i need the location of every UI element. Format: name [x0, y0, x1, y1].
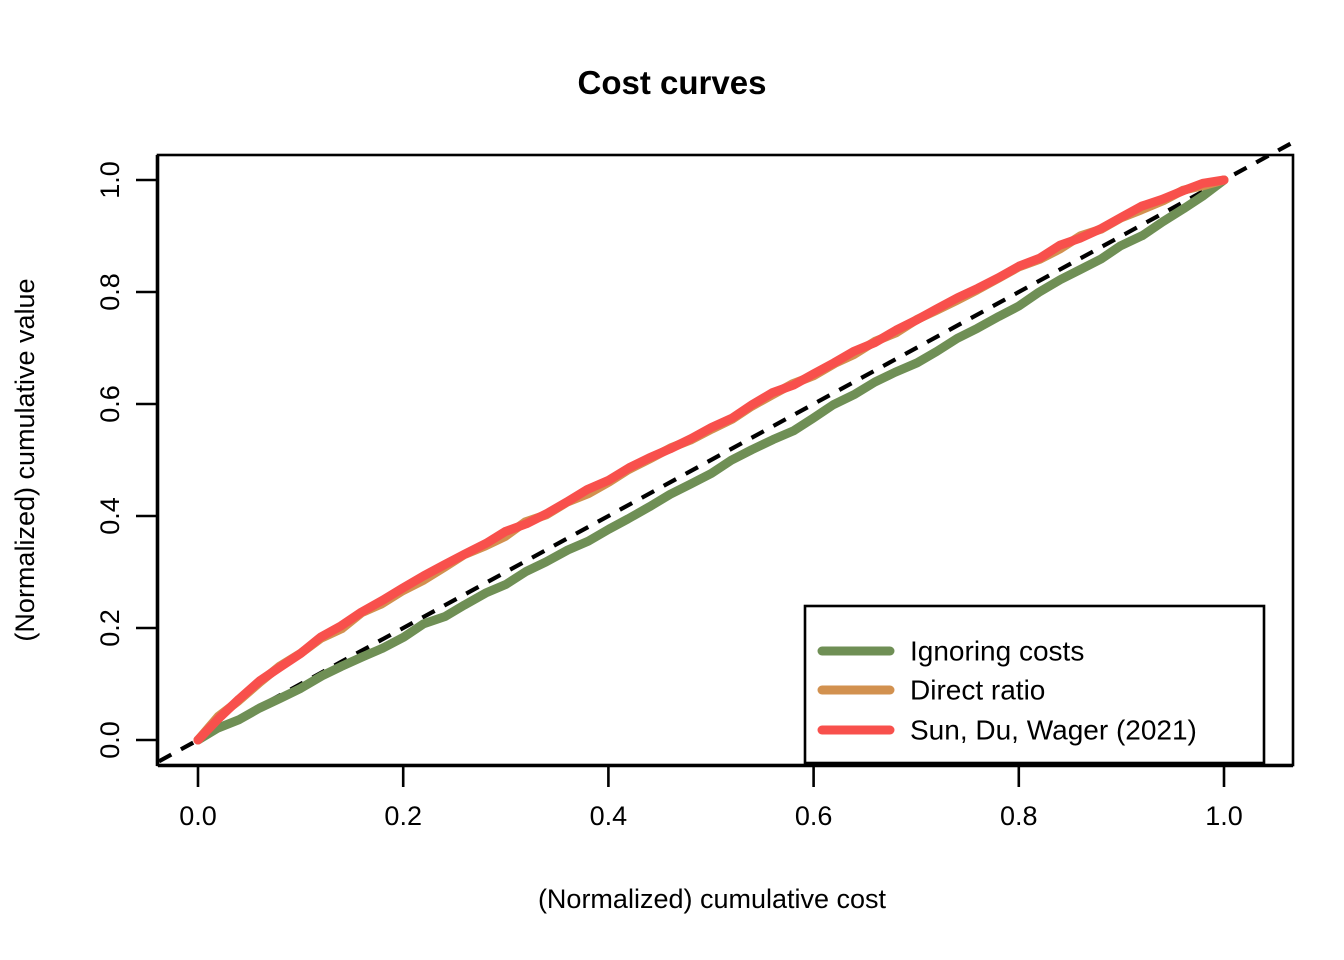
- legend-items[interactable]: Ignoring costs Direct ratio Sun, Du, Wager…: [817, 636, 1197, 746]
- y-axis-title: (Normalized) cumulative value: [10, 278, 40, 641]
- legend-box: [803, 604, 1266, 765]
- series-line-sun-du-wager-2021: [193, 175, 1229, 745]
- y-tick-label: 0.4: [95, 497, 125, 535]
- x-axis-ticks: 0.0 0.2 0.4 0.6 0.8 1.0: [179, 766, 1243, 831]
- y-tick-label: 1.0: [95, 161, 125, 199]
- x-tick-label: 1.0: [1205, 801, 1243, 831]
- x-tick-label: 0.2: [384, 801, 422, 831]
- legend[interactable]: Ignoring costs Direct ratio Sun, Du, Wager…: [803, 604, 1266, 765]
- y-tick-label: 0.0: [95, 721, 125, 759]
- x-axis-title: (Normalized) cumulative cost: [538, 884, 887, 914]
- data-series-group: [193, 175, 1229, 745]
- y-axis-ticks: 0.0 0.2 0.4 0.6 0.8 1.0: [95, 161, 157, 759]
- x-tick-label: 0.4: [590, 801, 628, 831]
- series-line-ignoring-costs: [193, 175, 1229, 745]
- legend-label-3[interactable]: Sun, Du, Wager (2021): [910, 715, 1197, 746]
- diagonal-reference-line: [157, 141, 1294, 764]
- legend-label-2[interactable]: Direct ratio: [910, 675, 1045, 706]
- y-tick-label: 0.8: [95, 273, 125, 311]
- legend-label-1[interactable]: Ignoring costs: [910, 636, 1084, 667]
- y-tick-label: 0.6: [95, 385, 125, 423]
- x-tick-label: 0.0: [179, 801, 217, 831]
- page-title: Cost curves: [578, 64, 767, 101]
- diagonal-reference-line-path: [157, 141, 1294, 764]
- x-tick-label: 0.6: [795, 801, 833, 831]
- y-tick-label: 0.2: [95, 609, 125, 647]
- x-tick-label: 0.8: [1000, 801, 1038, 831]
